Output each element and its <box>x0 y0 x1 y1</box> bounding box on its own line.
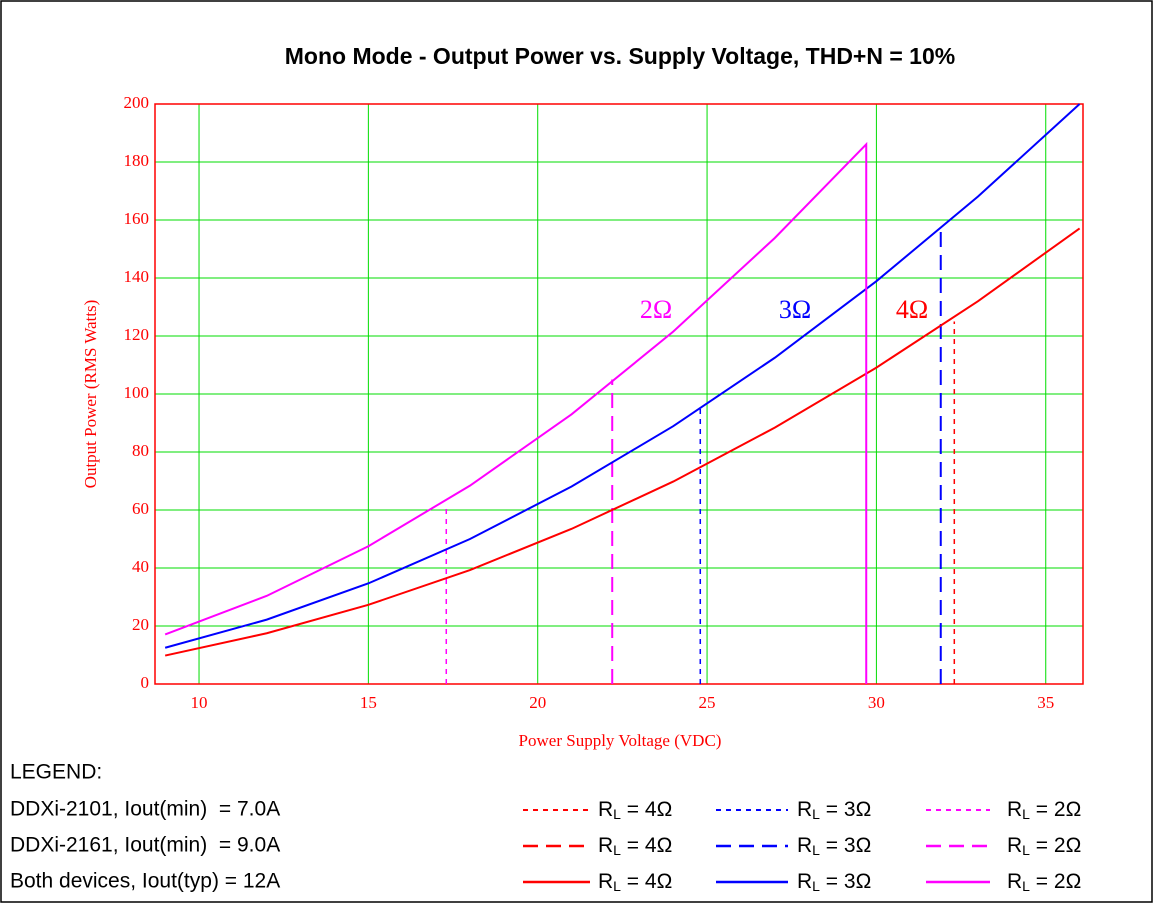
legend-subscript: L <box>1022 842 1030 858</box>
legend-symbol: R <box>797 798 812 821</box>
legend-entry: RL = 2Ω <box>1007 798 1081 822</box>
legend-subscript: L <box>613 806 621 822</box>
legend-symbol: R <box>1007 870 1022 893</box>
x-tick-label: 30 <box>868 693 885 712</box>
legend-subscript: L <box>812 878 820 894</box>
chart-title: Mono Mode - Output Power vs. Supply Volt… <box>285 43 955 69</box>
legend-subscript: L <box>1022 806 1030 822</box>
legend-text: = 3Ω <box>820 798 871 821</box>
legend-entry: RL = 2Ω <box>1007 834 1081 858</box>
legend-entry: RL = 3Ω <box>797 798 871 822</box>
legend-entry: RL = 4Ω <box>598 870 672 894</box>
legend-subscript: L <box>812 842 820 858</box>
y-tick-label: 140 <box>124 267 150 286</box>
x-tick-label: 15 <box>360 693 377 712</box>
legend-row-label: DDXi-2161, Iout(min) = 9.0A <box>10 834 280 857</box>
y-tick-label: 80 <box>132 441 149 460</box>
legend-symbol: R <box>797 870 812 893</box>
plot-frame <box>154 103 1084 685</box>
x-tick-label: 10 <box>191 693 208 712</box>
legend-symbol: R <box>598 834 613 857</box>
legend-text: = 4Ω <box>621 798 672 821</box>
legend-subscript: L <box>613 878 621 894</box>
x-tick-label: 35 <box>1037 693 1054 712</box>
y-axis-title: Output Power (RMS Watts) <box>81 300 100 489</box>
legend-symbol: R <box>598 798 613 821</box>
x-axis-title: Power Supply Voltage (VDC) <box>519 731 722 750</box>
legend-symbol: R <box>797 834 812 857</box>
y-tick-label: 40 <box>132 557 149 576</box>
legend-entry: RL = 4Ω <box>598 798 672 822</box>
series-label: 2Ω <box>640 295 672 324</box>
legend-entry: RL = 3Ω <box>797 834 871 858</box>
legend-entry: RL = 4Ω <box>598 834 672 858</box>
y-tick-label: 120 <box>124 325 150 344</box>
legend-subscript: L <box>1022 878 1030 894</box>
series-line <box>164 141 868 684</box>
legend-text: = 3Ω <box>820 870 871 893</box>
legend-symbol: R <box>1007 834 1022 857</box>
legend-title: LEGEND: <box>10 761 102 784</box>
y-tick-label: 0 <box>141 673 150 692</box>
legend-row-label: Both devices, Iout(typ) = 12A <box>10 870 280 893</box>
legend-subscript: L <box>613 842 621 858</box>
series-label: 4Ω <box>896 295 928 324</box>
legend-row-label: DDXi-2101, Iout(min) = 7.0A <box>10 798 280 821</box>
x-tick-label: 20 <box>529 693 546 712</box>
series-label: 3Ω <box>779 295 811 324</box>
legend-subscript: L <box>812 806 820 822</box>
y-tick-label: 160 <box>124 209 150 228</box>
series-line <box>164 227 1081 657</box>
legend-text: = 2Ω <box>1030 870 1081 893</box>
legend-entry: RL = 2Ω <box>1007 870 1081 894</box>
y-tick-label: 200 <box>124 93 150 112</box>
legend-entry: RL = 3Ω <box>797 870 871 894</box>
y-tick-label: 180 <box>124 151 150 170</box>
y-tick-label: 100 <box>124 383 150 402</box>
legend-symbol: R <box>1007 798 1022 821</box>
y-tick-label: 60 <box>132 499 149 518</box>
legend-text: = 4Ω <box>621 870 672 893</box>
legend-text: = 2Ω <box>1030 798 1081 821</box>
legend-text: = 4Ω <box>621 834 672 857</box>
legend-text: = 3Ω <box>820 834 871 857</box>
y-tick-label: 20 <box>132 615 149 634</box>
legend-text: = 2Ω <box>1030 834 1081 857</box>
legend-symbol: R <box>598 870 613 893</box>
series-line <box>164 103 1081 649</box>
x-tick-label: 25 <box>699 693 716 712</box>
